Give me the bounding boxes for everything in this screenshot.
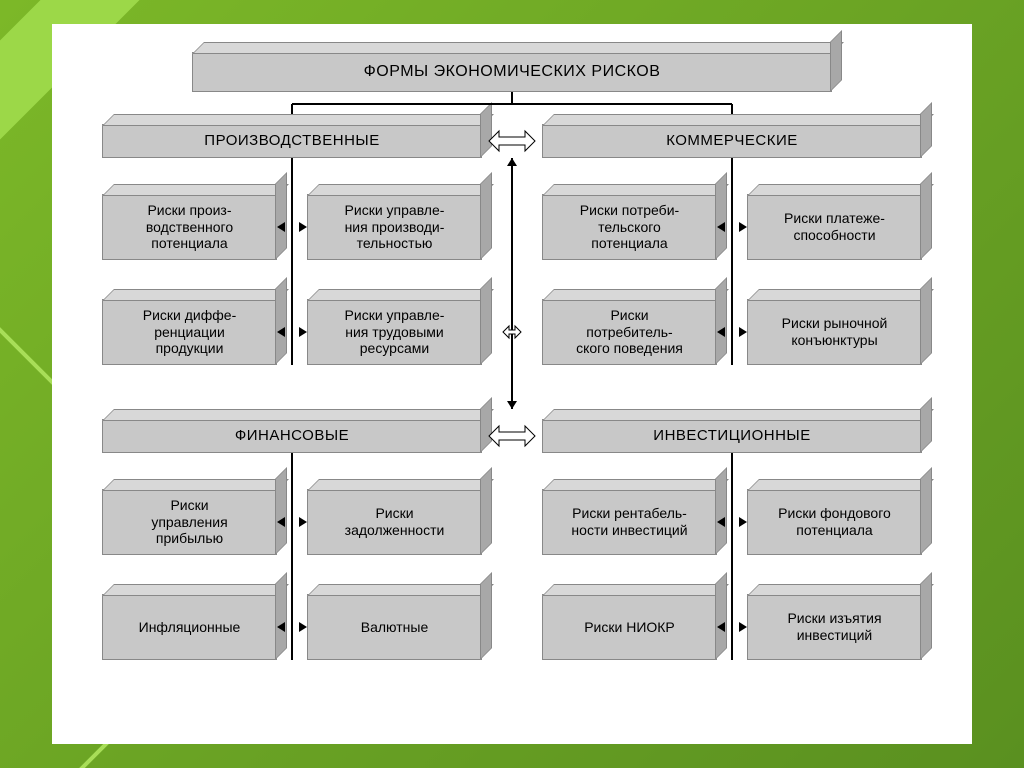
item-prod-0-label: Риски произ-водственногопотенциала (146, 202, 233, 252)
root-label: ФОРМЫ ЭКОНОМИЧЕСКИХ РИСКОВ (364, 62, 661, 81)
category-inv-label: ИНВЕСТИЦИОННЫЕ (653, 427, 810, 445)
diagram-canvas: ФОРМЫ ЭКОНОМИЧЕСКИХ РИСКОВ ПРОИЗВОДСТВЕН… (52, 24, 972, 744)
item-inv-1-label: Риски фондовогопотенциала (778, 505, 891, 539)
item-inv-1: Риски фондовогопотенциала (747, 489, 922, 555)
item-fin-2-label: Инфляционные (139, 619, 241, 636)
item-comm-0-label: Риски потреби-тельскогопотенциала (580, 202, 679, 252)
item-prod-3-label: Риски управле-ния трудовымиресурсами (345, 307, 445, 357)
item-prod-0: Риски произ-водственногопотенциала (102, 194, 277, 260)
item-fin-0-label: Рискиуправленияприбылью (151, 497, 227, 547)
item-comm-0: Риски потреби-тельскогопотенциала (542, 194, 717, 260)
category-comm: КОММЕРЧЕСКИЕ (542, 124, 922, 158)
category-fin-label: ФИНАНСОВЫЕ (235, 427, 349, 445)
item-prod-1: Риски управле-ния производи-тельностью (307, 194, 482, 260)
item-prod-1-label: Риски управле-ния производи-тельностью (345, 202, 445, 252)
item-comm-1-label: Риски платеже-способности (784, 210, 885, 244)
category-prod-label: ПРОИЗВОДСТВЕННЫЕ (204, 132, 379, 150)
category-inv: ИНВЕСТИЦИОННЫЕ (542, 419, 922, 453)
root-box: ФОРМЫ ЭКОНОМИЧЕСКИХ РИСКОВ (192, 52, 832, 92)
item-prod-3: Риски управле-ния трудовымиресурсами (307, 299, 482, 365)
category-fin: ФИНАНСОВЫЕ (102, 419, 482, 453)
item-fin-3-label: Валютные (361, 619, 428, 636)
item-comm-2-label: Рискипотребитель-ского поведения (576, 307, 683, 357)
item-prod-2: Риски диффе-ренциациипродукции (102, 299, 277, 365)
item-comm-2: Рискипотребитель-ского поведения (542, 299, 717, 365)
item-inv-3-label: Риски изъятияинвестиций (787, 610, 881, 644)
item-fin-0: Рискиуправленияприбылью (102, 489, 277, 555)
item-prod-2-label: Риски диффе-ренциациипродукции (143, 307, 236, 357)
item-fin-3: Валютные (307, 594, 482, 660)
item-inv-0: Риски рентабель-ности инвестиций (542, 489, 717, 555)
item-inv-3: Риски изъятияинвестиций (747, 594, 922, 660)
item-comm-3: Риски рыночнойконъюнктуры (747, 299, 922, 365)
item-inv-2: Риски НИОКР (542, 594, 717, 660)
category-prod: ПРОИЗВОДСТВЕННЫЕ (102, 124, 482, 158)
item-comm-1: Риски платеже-способности (747, 194, 922, 260)
item-comm-3-label: Риски рыночнойконъюнктуры (782, 315, 888, 349)
category-comm-label: КОММЕРЧЕСКИЕ (666, 132, 798, 150)
item-fin-2: Инфляционные (102, 594, 277, 660)
item-inv-0-label: Риски рентабель-ности инвестиций (571, 505, 687, 539)
item-fin-1-label: Рискизадолженности (345, 505, 445, 539)
item-fin-1: Рискизадолженности (307, 489, 482, 555)
item-inv-2-label: Риски НИОКР (584, 619, 675, 636)
